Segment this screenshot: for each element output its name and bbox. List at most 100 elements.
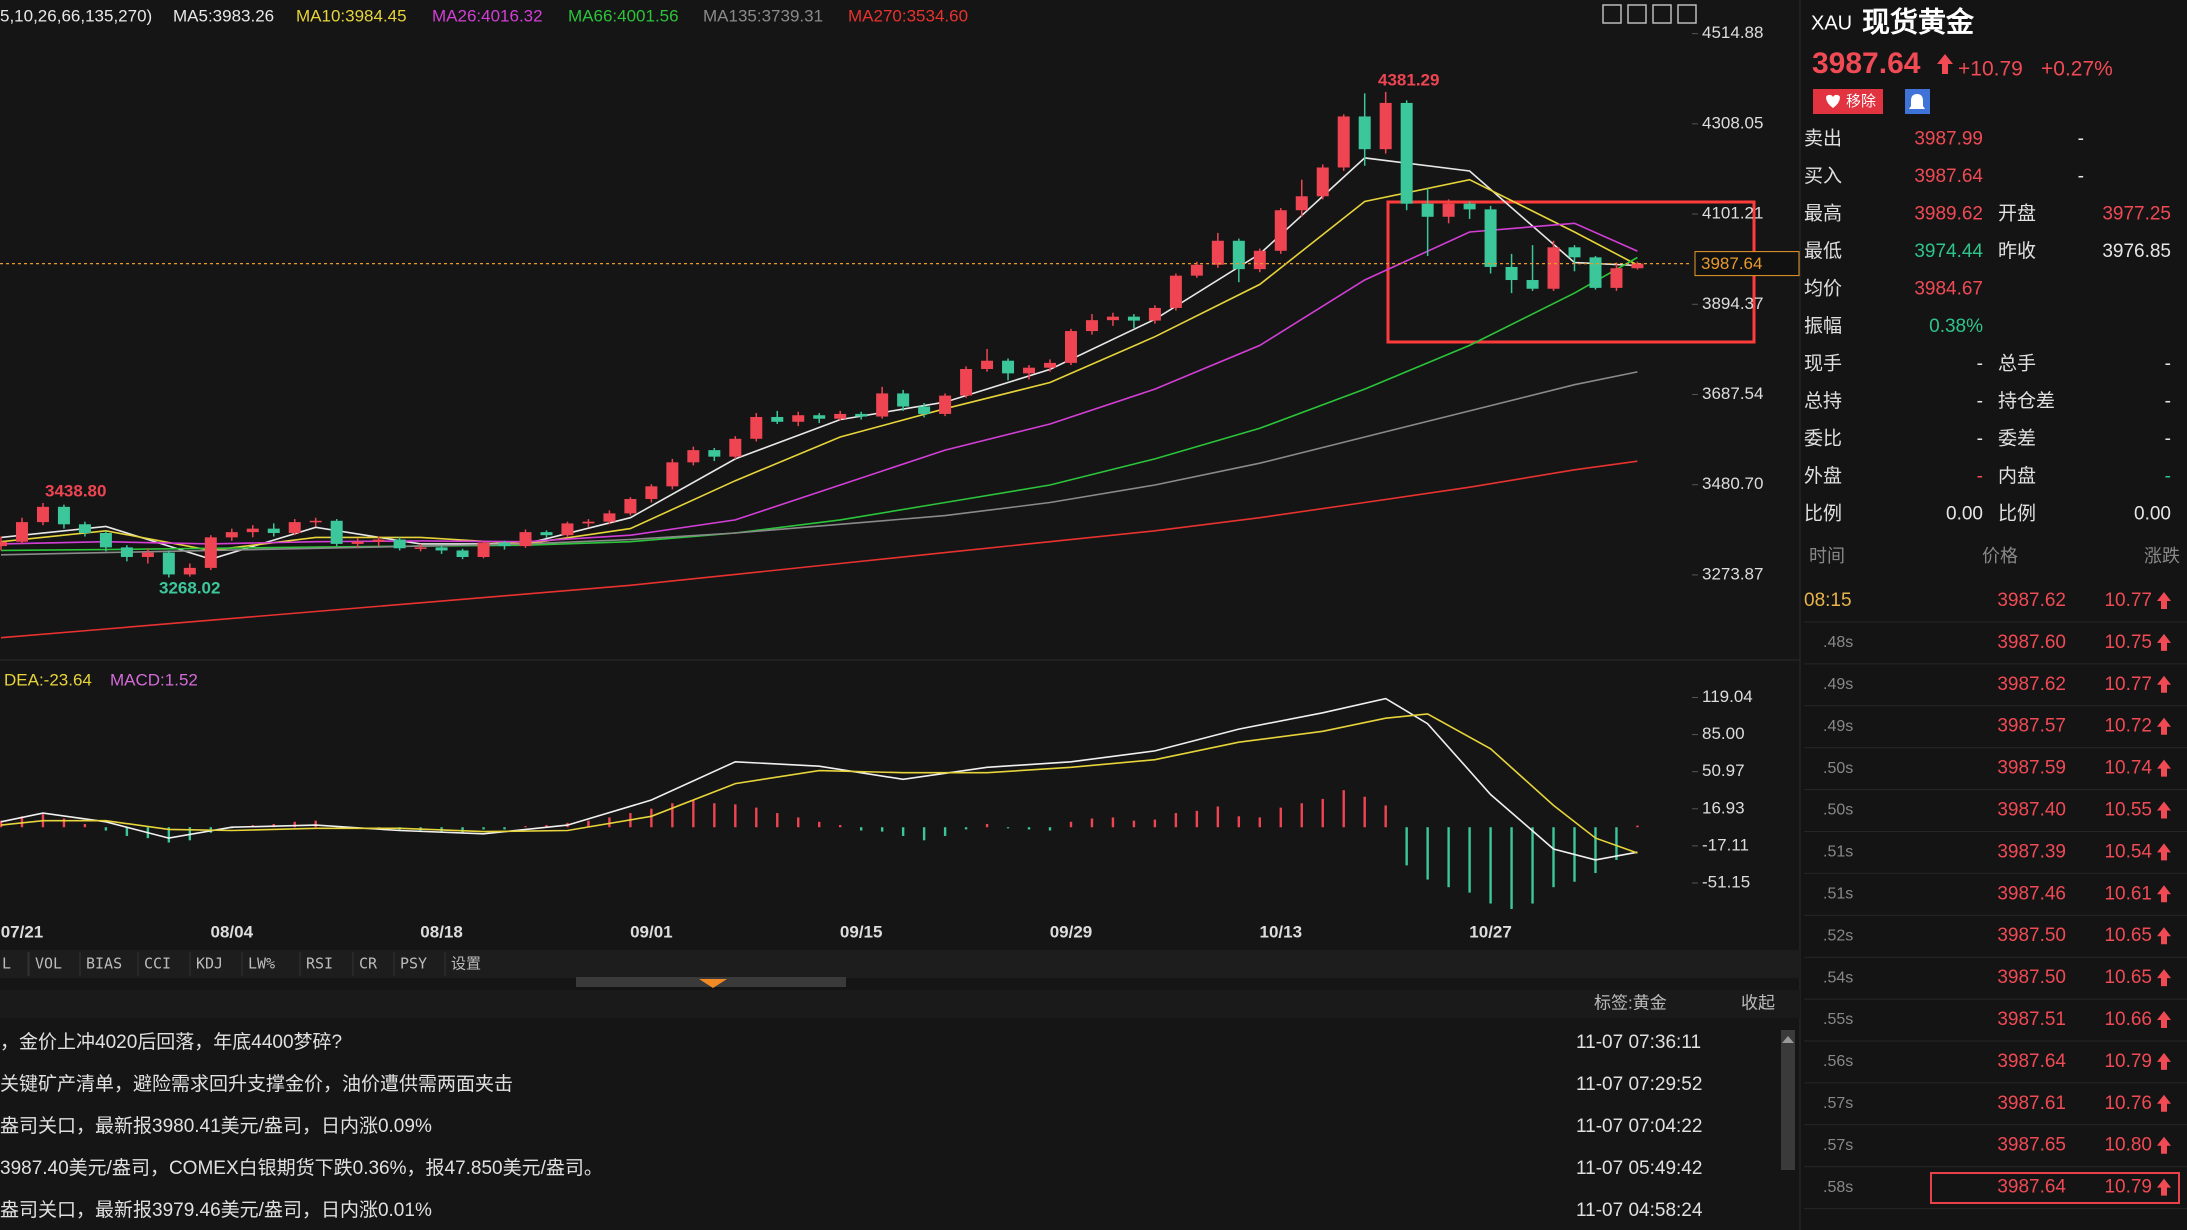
macd-bar	[1363, 796, 1366, 828]
macd-bar	[1006, 827, 1010, 829]
candle-body	[687, 450, 700, 463]
candle-body	[120, 547, 133, 557]
news-scrollbar[interactable]	[1781, 1030, 1795, 1170]
x-tick-label: 09/15	[840, 922, 883, 941]
quote-value: -	[2078, 166, 2084, 187]
news-headline[interactable]: 盎司关口，最新报3979.46美元/盎司，日内涨0.01%	[0, 1199, 432, 1221]
news-headline[interactable]: ，金价上冲4020后回落，年底4400梦碎?	[0, 1031, 342, 1053]
y-tick-label: 119.04	[1702, 687, 1753, 706]
news-headline[interactable]: 关键矿产清单，避险需求回升支撑金价，油价遭供需两面夹击	[0, 1073, 513, 1095]
candle-body	[477, 542, 490, 557]
remove-button[interactable]	[1813, 89, 1883, 114]
tick-change: 10.61	[2104, 883, 2152, 904]
tick-up-arrow	[2157, 759, 2171, 777]
quote-label: 最低	[1804, 240, 1842, 262]
scroll-up[interactable]	[1782, 1036, 1794, 1043]
quote-label: 比例	[1804, 503, 1842, 525]
candle-body	[36, 506, 49, 523]
news-time: 11-07 07:04:22	[1576, 1116, 1702, 1137]
chart-tools[interactable]	[1602, 4, 1697, 24]
indicator-tab[interactable]: VOL	[35, 955, 62, 973]
tick-price: 3987.64	[1997, 1051, 2066, 1072]
candle-body	[1127, 316, 1140, 321]
legend-item: MA66:4001.56	[568, 6, 679, 25]
news-headline[interactable]: 盎司关口，最新报3980.41美元/盎司，日内涨0.09%	[0, 1115, 432, 1137]
quote-value: -	[1977, 429, 1983, 450]
indicator-tab[interactable]: BIAS	[86, 955, 122, 973]
symbol: XAU	[1811, 12, 1852, 34]
tick-price: 3987.50	[1997, 925, 2066, 946]
macd-bar	[314, 820, 317, 828]
tick-up-arrow	[2157, 1136, 2171, 1154]
indicator-tab[interactable]: RSI	[306, 955, 333, 973]
candle-body	[1358, 116, 1371, 150]
news-headline[interactable]: 3987.40美元/盎司，COMEX白银期货下跌0.36%，报47.850美元/…	[0, 1157, 603, 1179]
tick-up-arrow	[2157, 969, 2171, 987]
candle-body	[960, 369, 973, 396]
y-tick-label: 16.93	[1702, 798, 1745, 817]
macd-bar	[1111, 817, 1115, 828]
candle-body	[1526, 280, 1539, 289]
quote-value: 3984.67	[1914, 279, 1983, 300]
tick-up-arrow	[2157, 633, 2171, 651]
macd-bar	[713, 803, 716, 828]
candle-body	[666, 462, 679, 487]
ma-line	[0, 256, 1638, 552]
up-arrow	[1937, 54, 1953, 74]
indicator-tab[interactable]: 设置	[451, 955, 481, 973]
candle-body	[645, 486, 658, 499]
tick-change: 10.54	[2104, 841, 2152, 862]
news-tag[interactable]: 标签:黄金	[1594, 993, 1667, 1012]
tick-change: 10.80	[2104, 1135, 2152, 1156]
candle-body	[330, 520, 343, 544]
quote-label: 比例	[1998, 503, 2036, 525]
candle-body	[1190, 264, 1203, 276]
collapse-button[interactable]: 收起	[1741, 993, 1775, 1012]
quote-value: -	[2078, 129, 2084, 150]
macd-bar	[20, 816, 24, 828]
macd-bar	[1552, 827, 1555, 888]
tick-price: 3987.50	[1997, 967, 2066, 988]
quote-label: 委比	[1804, 428, 1842, 450]
y-tick-label: -51.15	[1702, 872, 1750, 891]
candle-body	[393, 539, 406, 549]
macd-bar	[1132, 820, 1136, 828]
quote-label: 现手	[1804, 353, 1842, 375]
indicator-tab[interactable]: KDJ	[196, 955, 223, 973]
tick-price: 3987.64	[1997, 1177, 2066, 1198]
macd-bar	[797, 817, 800, 828]
macd-bar	[1468, 827, 1471, 893]
macd-bar	[608, 817, 611, 828]
macd-line	[0, 697, 1638, 861]
macd-bar	[734, 804, 737, 828]
macd-bar	[1048, 827, 1052, 831]
candle-body	[1169, 275, 1182, 308]
tick-up-arrow	[2157, 675, 2171, 693]
candle-body	[939, 395, 952, 414]
macd-bar	[62, 818, 66, 828]
indicator-tab[interactable]: LW%	[248, 955, 275, 973]
candle-body	[456, 550, 469, 557]
macd-bar	[650, 808, 653, 828]
x-tick-label: 08/04	[211, 922, 254, 941]
candle-body	[1631, 263, 1644, 269]
y-tick-label: 3480.70	[1702, 474, 1763, 493]
indicator-tab[interactable]: L	[2, 955, 11, 973]
quote-value: -	[1977, 354, 1983, 375]
indicator-tab[interactable]: CCI	[144, 955, 171, 973]
quote-label: 最高	[1804, 203, 1842, 225]
candle-body	[771, 416, 784, 422]
tick-change: 10.77	[2104, 674, 2152, 695]
tick-time: .50s	[1823, 760, 1853, 777]
tick-up-arrow	[2157, 1052, 2171, 1070]
candle-body	[750, 416, 763, 439]
tick-price: 3987.39	[1997, 841, 2066, 862]
scroll-marker	[699, 979, 727, 988]
quote-label: 总持	[1804, 390, 1842, 412]
indicator-tab[interactable]: PSY	[400, 955, 427, 973]
remove-label[interactable]: 移除	[1846, 93, 1876, 110]
macd-bar	[1531, 827, 1534, 904]
indicator-tab[interactable]: CR	[359, 955, 378, 973]
candle-body	[918, 406, 931, 414]
macd-bar	[755, 807, 758, 828]
